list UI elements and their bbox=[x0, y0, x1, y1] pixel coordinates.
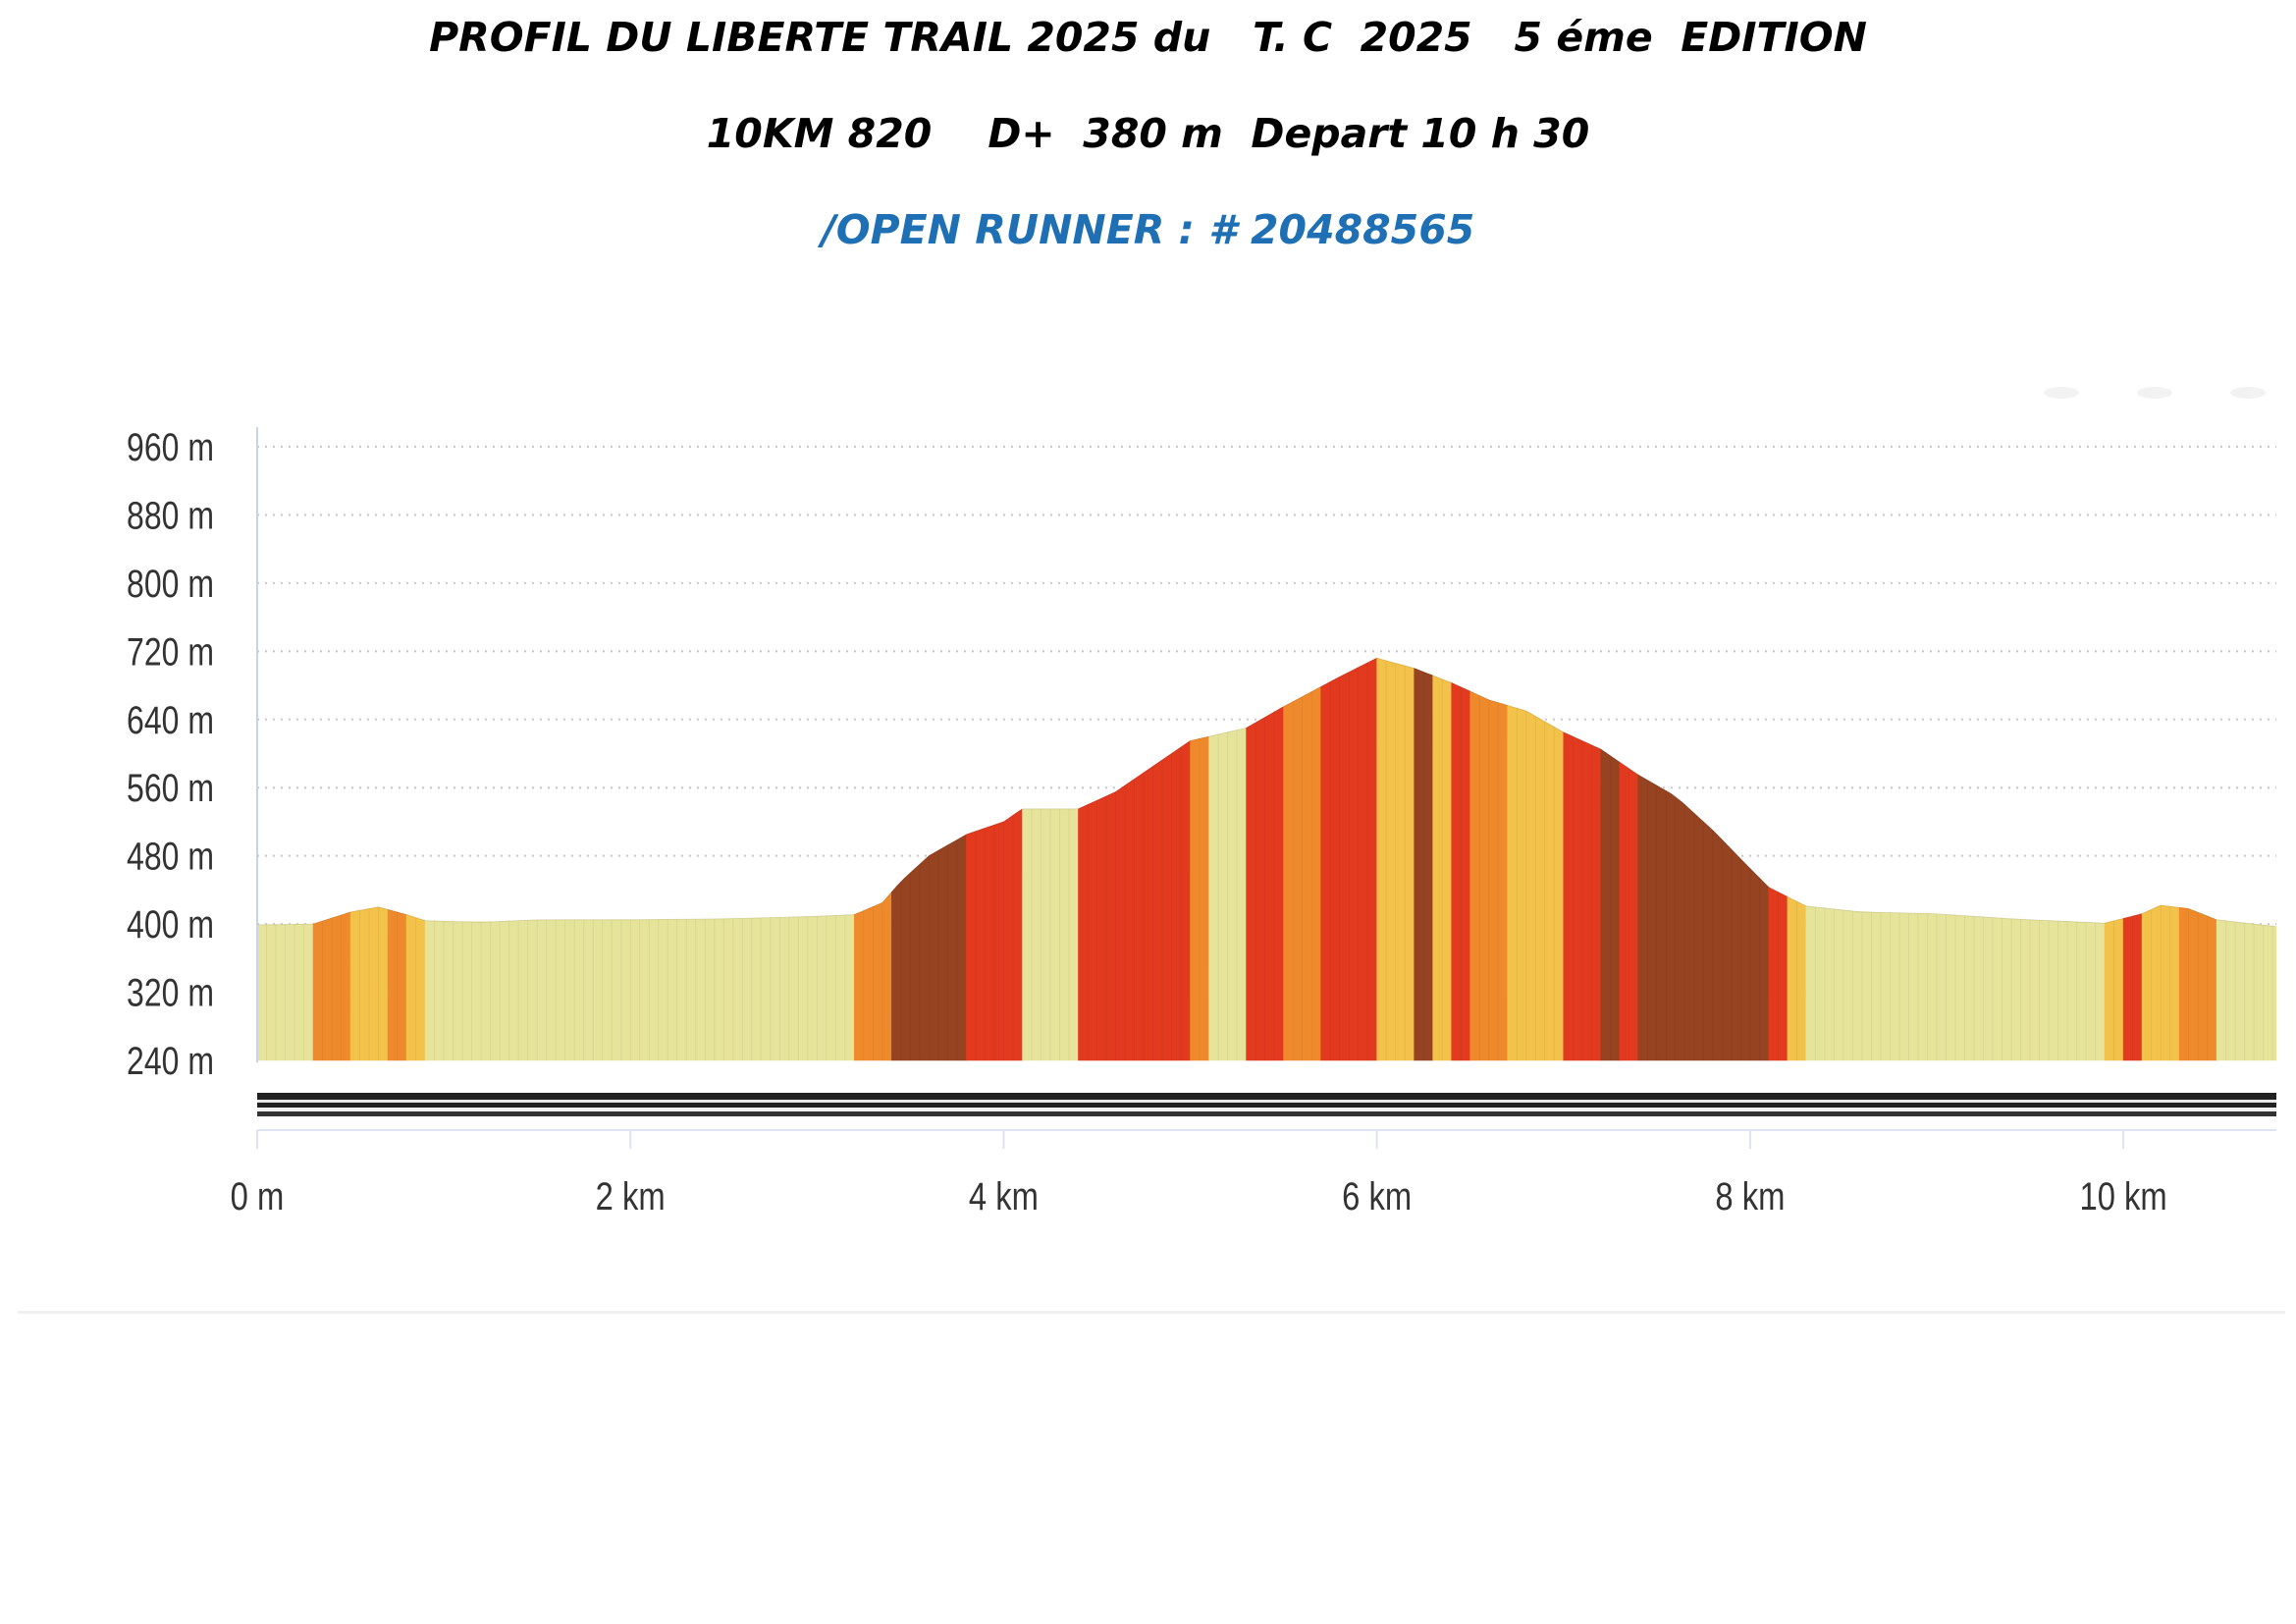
x-tick-label: 6 km bbox=[1342, 1174, 1412, 1218]
y-tick-label: 560 m bbox=[127, 766, 214, 810]
track-position-bar[interactable] bbox=[257, 1093, 2276, 1116]
slope-segment-steep bbox=[1451, 681, 1471, 1061]
slope-segment-very_steep bbox=[891, 834, 967, 1061]
y-tick-label: 640 m bbox=[127, 697, 214, 741]
y-tick-label: 960 m bbox=[127, 425, 214, 469]
slope-segment-gentle bbox=[349, 906, 389, 1061]
bottom-divider bbox=[18, 1311, 2285, 1314]
slope-segment-moderate bbox=[387, 908, 407, 1061]
slope-segment-moderate bbox=[854, 891, 892, 1061]
slope-segment-very_steep bbox=[1414, 668, 1433, 1061]
slope-segment-flat bbox=[256, 923, 314, 1061]
y-tick-label: 880 m bbox=[127, 493, 214, 537]
slope-segment-steep bbox=[1619, 761, 1639, 1061]
slope-segment-gentle bbox=[405, 914, 426, 1061]
slope-segment-flat bbox=[2216, 919, 2277, 1061]
y-tick-label: 480 m bbox=[127, 834, 214, 878]
slope-segment-steep bbox=[1246, 706, 1284, 1061]
x-tick-label: 4 km bbox=[969, 1174, 1039, 1218]
title-line-2: 10KM 820 D+ 380 m Depart 10 h 30 bbox=[706, 110, 1590, 157]
y-tick-label: 320 m bbox=[127, 970, 214, 1014]
title-line-1: PROFIL DU LIBERTE TRAIL 2025 du T. C 202… bbox=[429, 14, 1867, 61]
slope-segment-moderate bbox=[1190, 735, 1209, 1061]
slope-segment-flat bbox=[424, 914, 855, 1061]
x-axis-ticks bbox=[256, 1130, 2125, 1149]
slope-segment-steep bbox=[1563, 731, 1602, 1061]
x-tick-label: 8 km bbox=[1715, 1174, 1785, 1218]
slope-segment-gentle bbox=[1432, 675, 1453, 1061]
x-tick-label: 2 km bbox=[596, 1174, 666, 1218]
elevation-profile-chart: 240 m 320 m 400 m 480 m 560 m 640 m 720 m 800 m… bbox=[127, 387, 2277, 1218]
slope-segment-very_steep bbox=[1637, 774, 1770, 1061]
x-tick-label: 0 m bbox=[231, 1174, 285, 1218]
y-tick-label: 720 m bbox=[127, 629, 214, 674]
slope-segment-steep bbox=[1320, 657, 1377, 1061]
slope-segment-gentle bbox=[1507, 705, 1565, 1061]
slope-segment-steep bbox=[966, 808, 1023, 1061]
chart-menu-dots[interactable] bbox=[2044, 387, 2266, 399]
slope-segment-flat bbox=[1208, 728, 1247, 1061]
slope-segment-moderate bbox=[1283, 686, 1321, 1061]
profile-outline bbox=[256, 658, 2277, 928]
slope-segment-gentle bbox=[2141, 904, 2180, 1061]
x-axis-labels: 0 m 2 km 4 km 6 km 8 km 10 km bbox=[231, 1174, 2167, 1218]
slope-segment-gentle bbox=[1787, 895, 1807, 1061]
slope-segment-moderate bbox=[2178, 906, 2217, 1061]
slope-segment-moderate bbox=[1469, 690, 1509, 1061]
y-tick-label: 240 m bbox=[127, 1039, 214, 1083]
slope-segment-steep bbox=[1078, 739, 1191, 1061]
slope-segment-gentle bbox=[2104, 918, 2124, 1061]
slope-bars bbox=[256, 657, 2277, 1061]
slope-segment-gentle bbox=[1376, 657, 1415, 1061]
slope-segment-steep bbox=[1768, 887, 1789, 1061]
slope-segment-steep bbox=[2122, 913, 2143, 1061]
slope-segment-very_steep bbox=[1600, 748, 1621, 1061]
slope-segment-moderate bbox=[312, 911, 351, 1061]
y-axis-labels: 240 m 320 m 400 m 480 m 560 m 640 m 720 m 800 m… bbox=[127, 425, 214, 1083]
x-tick-label: 10 km bbox=[2079, 1174, 2166, 1218]
y-tick-label: 800 m bbox=[127, 561, 214, 605]
slope-segment-flat bbox=[1805, 905, 2106, 1061]
slope-segment-flat bbox=[1022, 808, 1079, 1061]
y-tick-label: 400 m bbox=[127, 902, 214, 947]
title-line-3: /OPEN RUNNER : # 20488565 bbox=[821, 206, 1475, 253]
